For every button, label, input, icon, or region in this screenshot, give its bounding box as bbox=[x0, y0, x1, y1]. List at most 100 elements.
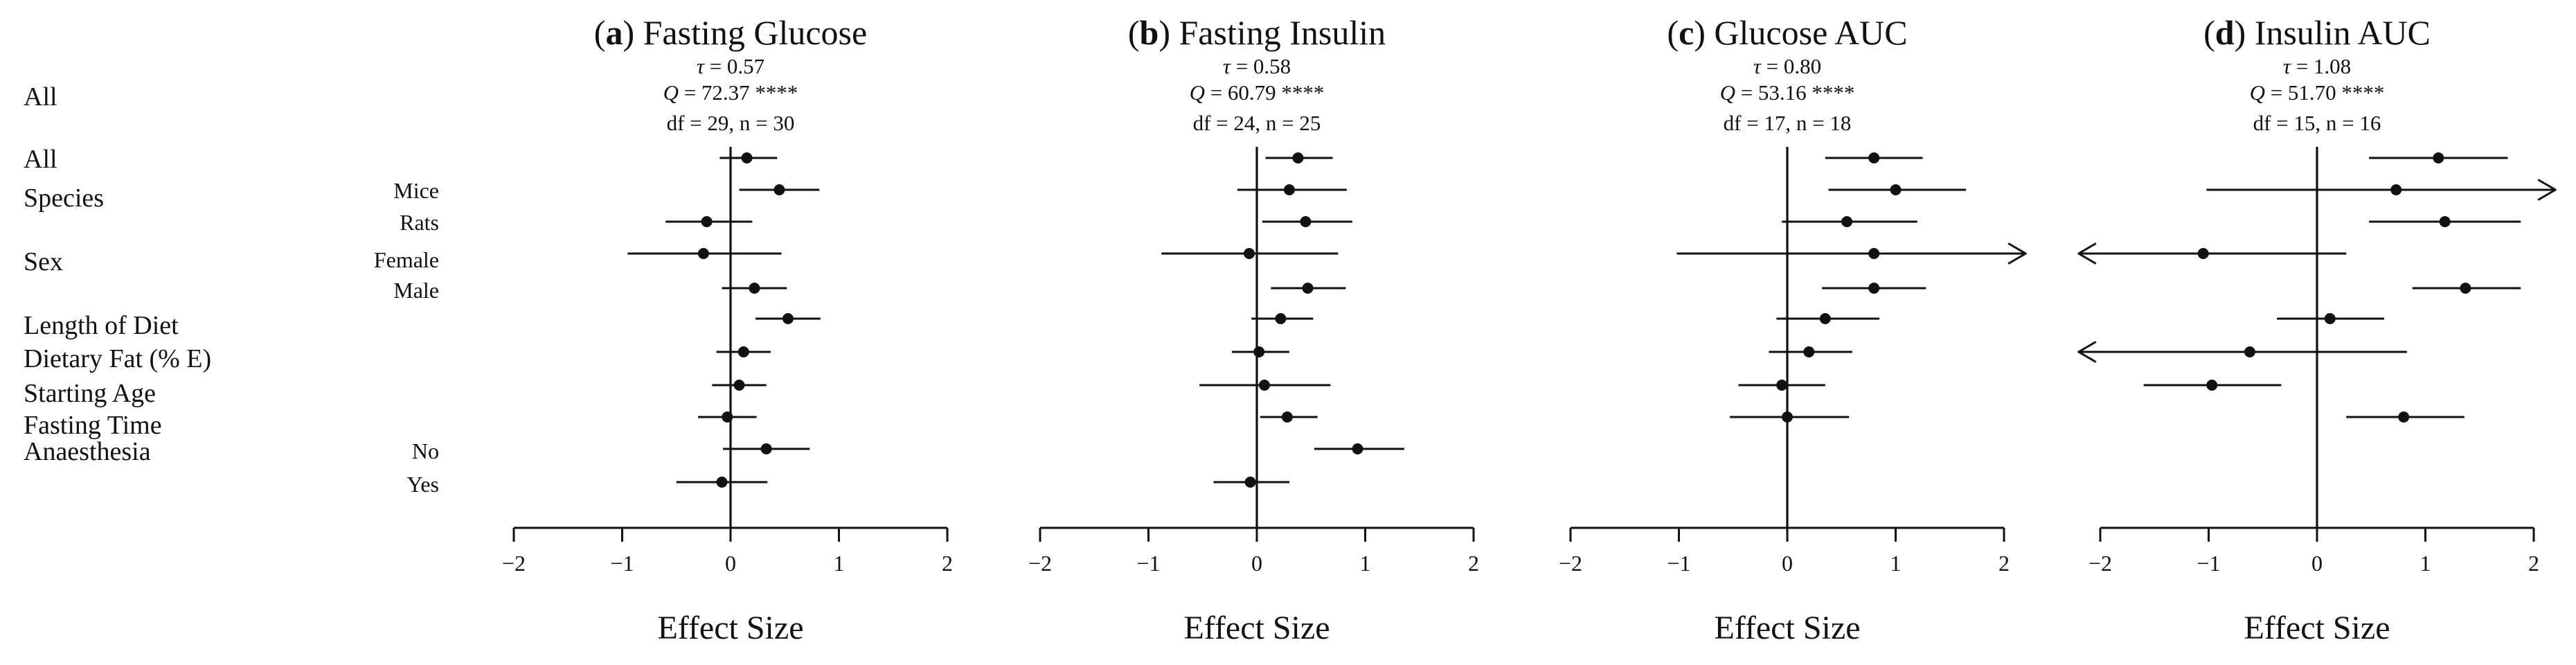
x-axis-title: Effect Size bbox=[657, 610, 803, 646]
tau-symbol: τ bbox=[2283, 54, 2292, 78]
x-axis-title: Effect Size bbox=[1714, 610, 1860, 646]
effect-point bbox=[2244, 346, 2255, 357]
x-tick-label: 0 bbox=[1251, 551, 1262, 576]
q-stat: Q = 53.16 **** bbox=[1720, 80, 1855, 105]
effect-point bbox=[1868, 283, 1880, 294]
subgroup-label-female: Female bbox=[374, 247, 439, 272]
effect-point bbox=[2398, 411, 2410, 423]
panel-letter-paren: ) bbox=[1159, 13, 1179, 52]
panel-letter: c bbox=[1679, 13, 1694, 52]
effect-point bbox=[2197, 248, 2209, 259]
panel-letter-paren: ( bbox=[2203, 13, 2215, 52]
x-tick-label: −2 bbox=[502, 551, 526, 576]
q-symbol: Q bbox=[1190, 80, 1205, 105]
q-symbol: Q bbox=[2250, 80, 2265, 105]
effect-point bbox=[737, 346, 749, 357]
effect-point bbox=[2439, 216, 2451, 227]
effect-point bbox=[2460, 283, 2471, 294]
group-label-species: Species bbox=[24, 184, 104, 213]
tau-value: = 0.58 bbox=[1231, 54, 1291, 78]
effect-point bbox=[1302, 283, 1314, 294]
group-label-fasting-time: Fasting Time bbox=[24, 411, 162, 440]
ci-arrow-right bbox=[2537, 179, 2557, 201]
x-tick-label: 2 bbox=[1468, 551, 1479, 576]
effect-point bbox=[1841, 216, 1853, 227]
effect-point bbox=[1244, 248, 1255, 259]
q-value: = 72.37 **** bbox=[679, 80, 798, 105]
panel-letter-paren: ) bbox=[623, 13, 643, 52]
df-stat: df = 15, n = 16 bbox=[2253, 111, 2381, 135]
row-labels: All All Species Sex Length of Diet Dieta… bbox=[24, 82, 439, 497]
effect-point bbox=[1352, 443, 1363, 454]
effect-point bbox=[2324, 313, 2336, 324]
x-tick-label: 0 bbox=[2311, 551, 2323, 576]
effect-point bbox=[2433, 152, 2444, 163]
summary-row-label: All bbox=[24, 82, 57, 112]
panel-title-text: Fasting Insulin bbox=[1179, 13, 1386, 52]
effect-point bbox=[1300, 216, 1312, 227]
panel-letter-paren: ( bbox=[1667, 13, 1679, 52]
effect-point bbox=[760, 443, 772, 454]
x-tick-label: 1 bbox=[1360, 551, 1371, 576]
tau-value: = 1.08 bbox=[2291, 54, 2351, 78]
panel-letter: b bbox=[1140, 13, 1159, 52]
x-tick-label: −1 bbox=[1667, 551, 1690, 576]
effect-point bbox=[1281, 411, 1293, 423]
panel-title-text: Fasting Glucose bbox=[643, 13, 868, 52]
tau-stat: τ = 0.58 bbox=[1223, 54, 1291, 78]
x-tick-label: −1 bbox=[610, 551, 634, 576]
x-tick-label: 0 bbox=[725, 551, 736, 576]
panel-title: (a) Fasting Glucose bbox=[594, 13, 867, 52]
panel-title: (d) Insulin AUC bbox=[2203, 13, 2431, 52]
x-tick-label: −2 bbox=[2088, 551, 2112, 576]
tau-stat: τ = 0.57 bbox=[697, 54, 764, 78]
df-stat: df = 17, n = 18 bbox=[1724, 111, 1852, 135]
q-stat: Q = 60.79 **** bbox=[1190, 80, 1325, 105]
effect-point bbox=[1782, 411, 1793, 423]
x-tick-label: 2 bbox=[942, 551, 953, 576]
q-symbol: Q bbox=[663, 80, 679, 105]
tau-stat: τ = 1.08 bbox=[2283, 54, 2351, 78]
effect-point bbox=[701, 216, 713, 227]
effect-point bbox=[1776, 380, 1788, 391]
x-tick-label: 1 bbox=[834, 551, 845, 576]
effect-point bbox=[2390, 184, 2402, 195]
df-stat: df = 24, n = 25 bbox=[1193, 111, 1321, 135]
effect-point bbox=[1283, 184, 1295, 195]
panel-letter-paren: ) bbox=[2235, 13, 2255, 52]
q-stat: Q = 72.37 **** bbox=[663, 80, 798, 105]
tau-symbol: τ bbox=[1223, 54, 1232, 78]
tau-symbol: τ bbox=[1753, 54, 1762, 78]
effect-point bbox=[1868, 152, 1880, 163]
effect-point bbox=[1819, 313, 1831, 324]
q-symbol: Q bbox=[1720, 80, 1735, 105]
effect-point bbox=[697, 248, 709, 259]
subgroup-label-male: Male bbox=[393, 278, 439, 303]
group-label-anaesthesia: Anaesthesia bbox=[24, 437, 151, 466]
x-axis-title: Effect Size bbox=[2244, 610, 2390, 646]
tau-stat: τ = 0.80 bbox=[1753, 54, 1821, 78]
x-tick-label: 1 bbox=[1890, 551, 1902, 576]
effect-point bbox=[2206, 380, 2218, 391]
x-tick-label: −1 bbox=[1136, 551, 1160, 576]
effect-point bbox=[1275, 313, 1287, 324]
effect-point bbox=[1253, 346, 1265, 357]
df-stat: df = 29, n = 30 bbox=[667, 111, 795, 135]
group-label-dietary-fat: Dietary Fat (% E) bbox=[24, 344, 211, 373]
effect-point bbox=[733, 380, 745, 391]
subgroup-label-no: No bbox=[412, 438, 439, 463]
panel-letter-paren: ) bbox=[1694, 13, 1714, 52]
tau-symbol: τ bbox=[697, 54, 706, 78]
group-label-starting-age: Starting Age bbox=[24, 379, 156, 408]
q-value: = 51.70 **** bbox=[2265, 80, 2384, 105]
group-label-length-of-diet: Length of Diet bbox=[24, 311, 179, 340]
q-value: = 53.16 **** bbox=[1735, 80, 1854, 105]
panel-title: (b) Fasting Insulin bbox=[1128, 13, 1386, 52]
effect-point bbox=[1292, 152, 1304, 163]
panel-title-text: Insulin AUC bbox=[2255, 13, 2431, 52]
ci-arrow-left bbox=[2077, 341, 2097, 363]
